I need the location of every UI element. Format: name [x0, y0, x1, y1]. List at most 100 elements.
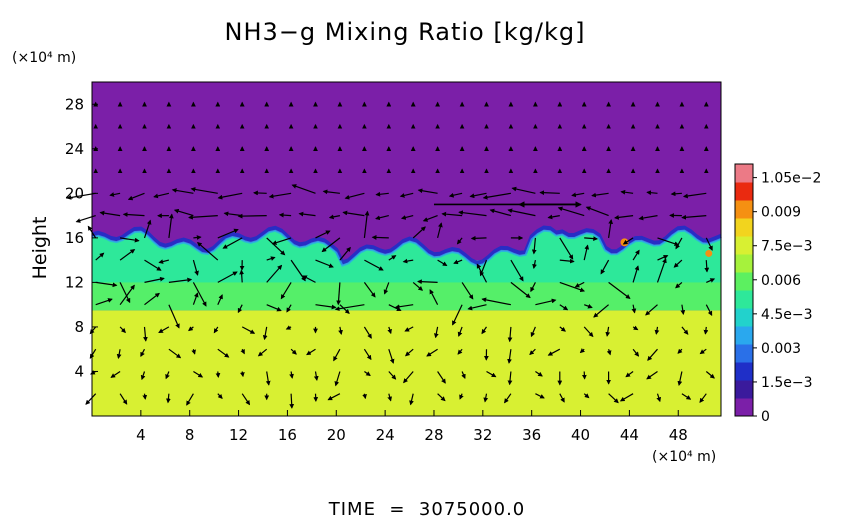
- wind-vector: [422, 215, 438, 222]
- y-unit-label: (×10⁴ m): [12, 50, 76, 66]
- wind-vector: [605, 326, 611, 337]
- wind-vector: [571, 192, 585, 198]
- wind-vector: [682, 192, 707, 199]
- wind-vector: [645, 304, 658, 316]
- wind-vector: [119, 326, 126, 334]
- wind-vector: [456, 237, 463, 245]
- x-tick-label: 44: [620, 426, 639, 444]
- wind-vector: [507, 208, 536, 217]
- wind-vector: [600, 259, 610, 275]
- wind-vector: [535, 298, 557, 306]
- wind-vector: [253, 190, 267, 196]
- wind-vector: [109, 192, 121, 197]
- wind-vector: [285, 325, 292, 330]
- wind-vector: [119, 393, 128, 405]
- wind-vector: [306, 348, 316, 356]
- wind-vector: [638, 215, 658, 221]
- wind-vector: [412, 281, 424, 291]
- wind-vector: [461, 282, 474, 300]
- x-tick-label: 48: [669, 426, 688, 444]
- x-tick-label: 36: [522, 426, 541, 444]
- wind-vector: [467, 304, 487, 311]
- wind-vector: [673, 259, 683, 268]
- x-tick-label: 24: [376, 426, 395, 444]
- wind-vector: [547, 214, 560, 220]
- wind-vector: [217, 271, 238, 283]
- wind-vector: [608, 281, 631, 299]
- colorbar: 1.05e−2 0.009 7.5e−3 0.006 4.5e−3 0.003 1.5e−3…: [734, 163, 821, 425]
- x-tick-label: 40: [571, 426, 590, 444]
- wind-vector: [507, 371, 513, 386]
- wind-vector: [268, 192, 292, 199]
- wind-vector: [119, 284, 135, 306]
- wind-vector: [144, 276, 165, 283]
- wind-vector: [344, 192, 365, 200]
- wind-vector: [429, 289, 439, 305]
- y-axis-label: Height: [29, 217, 51, 280]
- wind-vector: [433, 326, 439, 339]
- wind-vector: [670, 191, 682, 197]
- x-tick-label: 12: [229, 426, 248, 444]
- wind-vector: [144, 259, 162, 271]
- wind-vector: [342, 210, 365, 217]
- wind-vector: [559, 281, 586, 293]
- wind-vector: [266, 304, 282, 312]
- colorbar-tick-label: 0.003: [761, 341, 801, 357]
- colorbar-swatch: [735, 362, 753, 381]
- wind-vector: [158, 259, 170, 264]
- wind-vector: [632, 325, 639, 331]
- wind-vector: [394, 304, 414, 310]
- wind-vector: [437, 222, 443, 239]
- wind-vector: [363, 326, 372, 339]
- wind-vector: [168, 213, 174, 238]
- wind-vector: [265, 371, 271, 386]
- wind-vector: [632, 348, 640, 357]
- x-tick-label: 8: [185, 426, 195, 444]
- wind-vector: [417, 279, 438, 285]
- wind-vector: [375, 191, 389, 197]
- wind-vector: [479, 259, 488, 277]
- wind-vector: [530, 282, 536, 293]
- wind-vector: [704, 260, 710, 273]
- wind-vector: [579, 348, 585, 354]
- wind-vector: [535, 371, 543, 377]
- wind-vector: [110, 370, 121, 378]
- wind-vector: [120, 237, 140, 243]
- x-unit-label: (×10⁴ m): [652, 449, 716, 465]
- wind-vector: [559, 237, 574, 260]
- wind-vector: [535, 393, 545, 399]
- y-tick-label: 28: [65, 95, 84, 113]
- wind-vector: [559, 326, 566, 332]
- transition-band: [92, 260, 721, 283]
- x-tick-label: 16: [278, 426, 297, 444]
- wind-vector: [453, 259, 463, 265]
- wind-vector: [315, 230, 331, 239]
- x-tick-label: 32: [473, 426, 492, 444]
- cloud-top-edge: [91, 229, 722, 267]
- wind-vector: [699, 393, 707, 403]
- wind-vector: [328, 214, 341, 220]
- wind-vector: [646, 190, 658, 196]
- wind-vector: [89, 326, 97, 335]
- wind-vector: [620, 189, 634, 195]
- colorbar-tick-label: 1.05e−2: [761, 171, 821, 187]
- wind-vector: [675, 237, 683, 250]
- wind-vector: [470, 235, 487, 241]
- wind-vector: [625, 371, 634, 378]
- wind-vector: [591, 192, 609, 198]
- wind-vector: [706, 278, 716, 283]
- wind-vector: [144, 292, 160, 306]
- wind-vector: [217, 348, 230, 358]
- wind-vector: [399, 192, 414, 198]
- wind-vector: [363, 282, 376, 298]
- wind-vector: [557, 206, 585, 217]
- wind-vector: [193, 370, 204, 378]
- wind-vector: [417, 188, 438, 194]
- wind-vector: [375, 215, 389, 221]
- wind-vector: [158, 326, 170, 334]
- wind-vector: [656, 393, 662, 403]
- wind-vector: [239, 371, 245, 378]
- colorbar-swatch: [735, 182, 753, 201]
- wind-vector: [95, 298, 113, 306]
- wind-vector: [168, 304, 180, 329]
